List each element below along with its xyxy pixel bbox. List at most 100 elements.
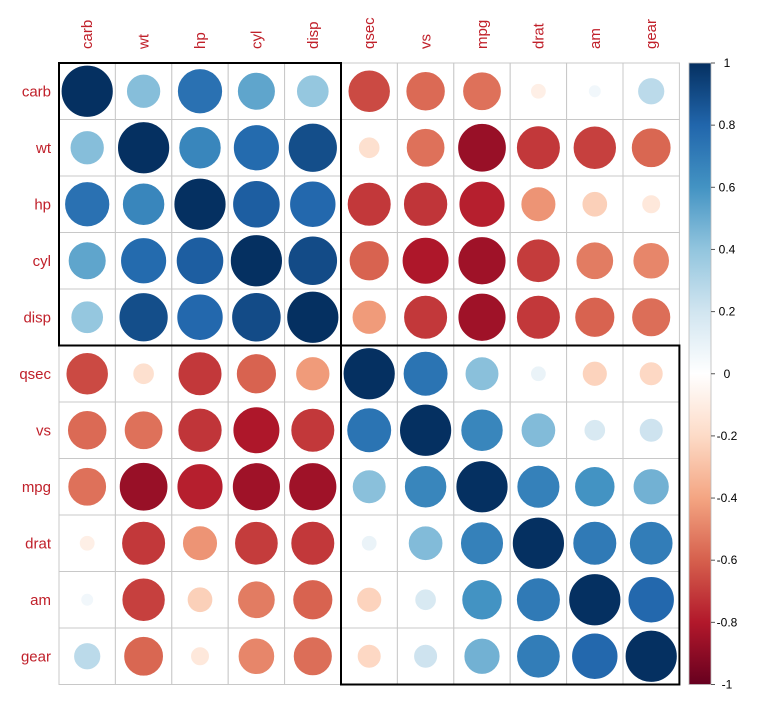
corr-circle-drat-carb xyxy=(78,535,96,552)
corr-circle-wt-disp xyxy=(287,122,338,173)
corr-circle-mpg-disp xyxy=(288,462,338,512)
corr-circle-mpg-vs xyxy=(404,465,448,509)
col-label-vs: vs xyxy=(418,34,435,49)
colorbar-tick-label: 0.4 xyxy=(719,242,736,256)
corr-circle-mpg-mpg xyxy=(455,460,509,514)
corr-circle-disp-mpg xyxy=(457,292,507,342)
corr-circle-disp-am xyxy=(574,296,616,338)
corr-circle-cyl-cyl xyxy=(229,234,283,288)
corr-circle-wt-cyl xyxy=(233,124,280,172)
corr-circle-vs-disp xyxy=(290,407,336,453)
corr-circle-wt-qsec xyxy=(358,136,381,159)
row-label-hp: hp xyxy=(34,196,51,213)
row-label-disp: disp xyxy=(23,309,51,326)
corr-circle-hp-disp xyxy=(289,180,337,228)
corr-circle-vs-gear xyxy=(638,417,664,443)
corr-circle-carb-mpg xyxy=(462,71,502,111)
corr-circle-hp-wt xyxy=(122,182,166,226)
corr-circle-qsec-mpg xyxy=(464,356,500,391)
corr-circle-carb-wt xyxy=(126,73,162,109)
corr-circle-gear-hp xyxy=(190,646,210,667)
corr-circle-carb-am xyxy=(588,84,602,99)
corr-circle-wt-hp xyxy=(178,126,222,170)
corr-circle-qsec-qsec xyxy=(342,347,396,401)
corr-circle-hp-am xyxy=(581,191,608,218)
corr-circle-qsec-am xyxy=(581,360,608,387)
cluster-layer xyxy=(58,62,681,686)
labels-layer: carb carb wt wt hp hp cyl cyl disp disp qsec qsec vs… xyxy=(19,17,660,665)
corr-circle-vs-qsec xyxy=(346,407,392,454)
corr-circle-mpg-wt xyxy=(118,462,169,512)
corr-circle-cyl-mpg xyxy=(457,236,507,286)
row-label-vs: vs xyxy=(36,422,51,439)
corr-circle-carb-qsec xyxy=(347,69,391,113)
corr-circle-vs-carb xyxy=(67,410,108,451)
col-label-am: am xyxy=(587,28,604,49)
corr-circle-hp-cyl xyxy=(232,180,281,229)
corr-circle-disp-cyl xyxy=(231,292,282,343)
col-label-mpg: mpg xyxy=(474,20,491,49)
row-label-gear: gear xyxy=(21,648,51,665)
colorbar-tick-label: 0.8 xyxy=(719,118,736,132)
cells-layer xyxy=(58,62,680,685)
corr-circle-gear-cyl xyxy=(237,637,275,675)
corr-circle-cyl-carb xyxy=(67,241,107,281)
row-label-mpg: mpg xyxy=(22,479,51,496)
corr-circle-qsec-vs xyxy=(402,350,449,397)
corr-circle-am-cyl xyxy=(237,580,276,619)
corr-circle-mpg-am xyxy=(574,466,616,508)
corr-circle-cyl-disp xyxy=(287,235,338,286)
corr-circle-mpg-carb xyxy=(67,467,107,507)
col-label-cyl: cyl xyxy=(248,31,265,49)
colorbar-tick-label: -0.4 xyxy=(717,491,738,505)
corr-circle-hp-vs xyxy=(403,181,449,227)
corr-circle-drat-mpg xyxy=(460,521,504,566)
corr-circle-disp-carb xyxy=(70,300,104,334)
cluster-box-1 xyxy=(58,62,342,347)
corr-circle-drat-disp xyxy=(290,520,336,566)
corr-circle-mpg-cyl xyxy=(232,462,281,512)
corr-circle-carb-hp xyxy=(177,68,223,115)
corr-circle-wt-mpg xyxy=(457,123,507,173)
corr-circle-am-am xyxy=(568,573,622,627)
corr-circle-gear-vs xyxy=(413,643,438,669)
corr-circle-qsec-hp xyxy=(177,351,223,397)
corr-circle-am-wt xyxy=(121,577,166,622)
row-label-wt: wt xyxy=(35,140,52,157)
corr-circle-qsec-cyl xyxy=(236,353,277,395)
col-label-gear: gear xyxy=(643,19,660,49)
corr-circle-cyl-am xyxy=(575,241,614,280)
corr-circle-hp-drat xyxy=(520,186,557,223)
corr-circle-wt-gear xyxy=(630,127,672,168)
corr-circle-gear-disp xyxy=(292,636,333,677)
col-label-qsec: qsec xyxy=(361,17,378,49)
corr-circle-mpg-hp xyxy=(176,463,224,511)
corr-circle-gear-wt xyxy=(123,636,164,677)
col-label-hp: hp xyxy=(192,32,209,49)
col-label-wt: wt xyxy=(136,33,153,50)
corr-circle-hp-qsec xyxy=(346,181,392,227)
corr-circle-cyl-hp xyxy=(175,236,225,285)
corr-circle-drat-vs xyxy=(407,525,444,561)
corr-circle-carb-vs xyxy=(405,71,446,112)
corr-circle-vs-mpg xyxy=(460,408,504,452)
corr-circle-vs-hp xyxy=(177,407,223,453)
corr-circle-qsec-gear xyxy=(638,361,664,387)
colorbar-tick-label: 1 xyxy=(724,56,731,70)
corr-circle-carb-carb xyxy=(60,64,114,118)
corr-circle-gear-am xyxy=(571,632,619,680)
row-label-qsec: qsec xyxy=(19,366,51,383)
colorbar: 1 0.8 0.6 0.4 0.2 0 -0.2 -0.4 -0.6 -0.8 -1 xyxy=(688,56,738,692)
corr-circle-hp-gear xyxy=(641,194,661,215)
row-label-drat: drat xyxy=(25,535,52,552)
corr-circle-drat-wt xyxy=(121,520,166,566)
corr-circle-drat-gear xyxy=(629,521,674,566)
corr-circle-am-carb xyxy=(80,592,94,607)
corr-circle-carb-cyl xyxy=(237,71,276,111)
colorbar-tick-label: 0 xyxy=(724,367,731,381)
corr-circle-gear-drat xyxy=(516,634,561,679)
col-label-carb: carb xyxy=(79,20,96,49)
corr-circle-drat-hp xyxy=(182,525,218,562)
corr-circle-gear-gear xyxy=(624,629,678,683)
